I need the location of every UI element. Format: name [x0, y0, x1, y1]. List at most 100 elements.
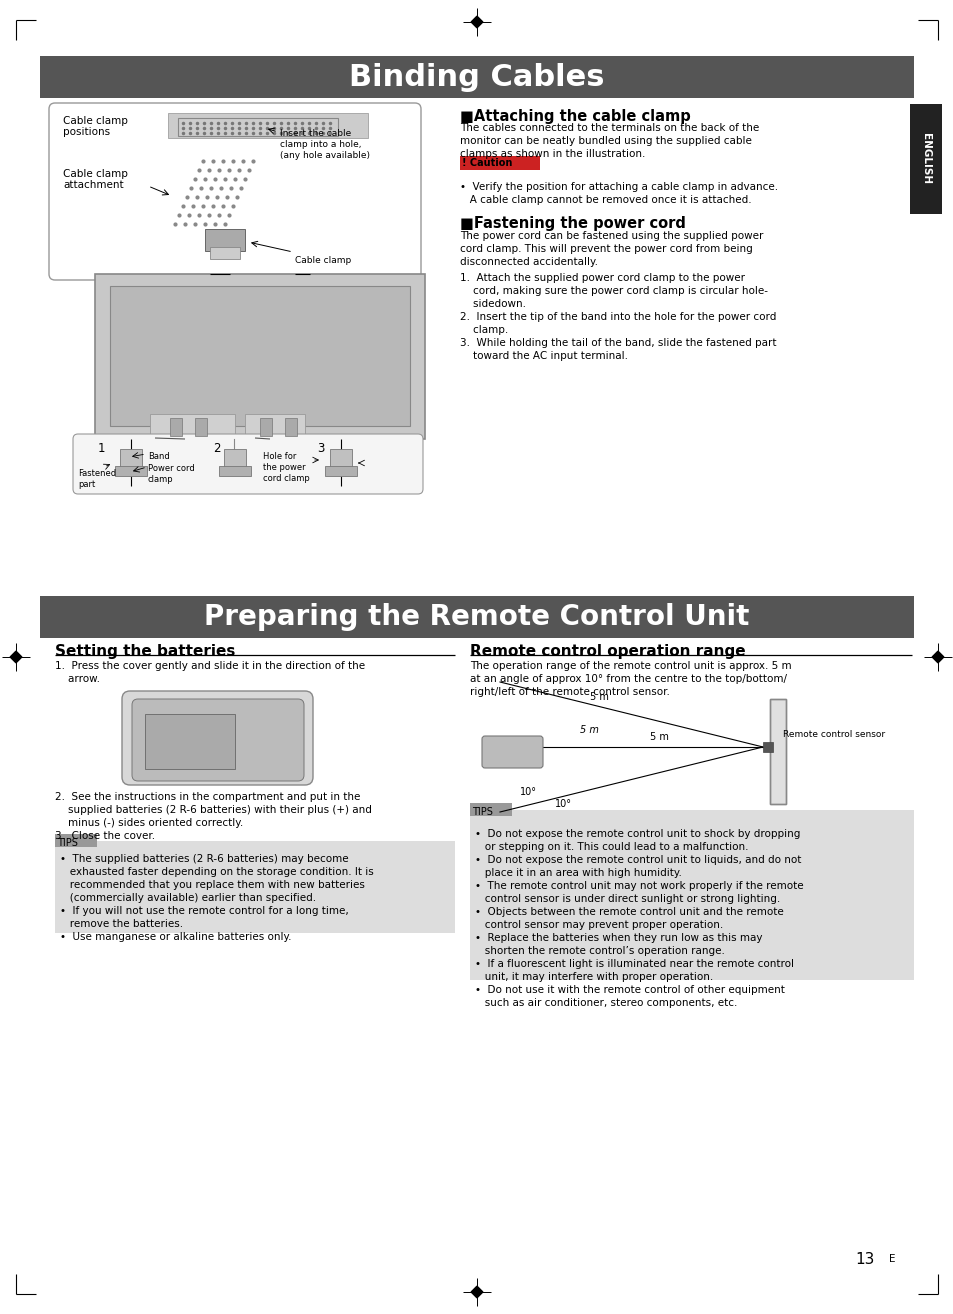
- Text: •  Objects between the remote control unit and the remote: • Objects between the remote control uni…: [475, 907, 783, 917]
- Text: 1.  Attach the supplied power cord clamp to the power: 1. Attach the supplied power cord clamp …: [459, 273, 744, 283]
- Polygon shape: [471, 1286, 482, 1298]
- Text: Insert the cable: Insert the cable: [280, 129, 351, 138]
- Text: cord, making sure the power cord clamp is circular hole-: cord, making sure the power cord clamp i…: [459, 286, 767, 296]
- Bar: [40, 57, 913, 99]
- Polygon shape: [931, 652, 943, 662]
- Text: 3.  Close the cover.: 3. Close the cover.: [55, 830, 155, 841]
- Bar: [325, 466, 356, 476]
- Text: 2: 2: [213, 442, 220, 455]
- Text: clamp into a hole,: clamp into a hole,: [280, 141, 361, 148]
- Text: Preparing the Remote Control Unit: Preparing the Remote Control Unit: [204, 603, 749, 631]
- Text: unit, it may interfere with proper operation.: unit, it may interfere with proper opera…: [475, 972, 713, 982]
- Text: •  The remote control unit may not work properly if the remote: • The remote control unit may not work p…: [475, 880, 802, 891]
- Text: 3.  While holding the tail of the band, slide the fastened part: 3. While holding the tail of the band, s…: [459, 338, 776, 348]
- Text: 10°: 10°: [555, 799, 572, 809]
- Bar: [769, 699, 785, 804]
- Text: the power: the power: [263, 463, 305, 472]
- Text: 2.  Insert the tip of the band into the hole for the power cord: 2. Insert the tip of the band into the h…: [459, 311, 776, 322]
- Text: Remote control sensor: Remote control sensor: [782, 731, 884, 738]
- Text: 5 m: 5 m: [589, 692, 608, 702]
- Text: 10°: 10°: [519, 787, 537, 798]
- Text: minus (-) sides oriented correctly.: minus (-) sides oriented correctly.: [55, 819, 243, 828]
- Text: TIPS: TIPS: [472, 807, 493, 817]
- Text: Hole for: Hole for: [263, 452, 296, 461]
- Text: clamp.: clamp.: [459, 325, 508, 335]
- Bar: [168, 113, 368, 138]
- Text: cord clamp. This will prevent the power cord from being: cord clamp. This will prevent the power …: [459, 244, 752, 254]
- Text: •  Use manganese or alkaline batteries only.: • Use manganese or alkaline batteries on…: [60, 932, 292, 942]
- Bar: [470, 809, 913, 980]
- Text: place it in an area with high humidity.: place it in an area with high humidity.: [475, 869, 681, 878]
- Text: toward the AC input terminal.: toward the AC input terminal.: [459, 351, 627, 361]
- Text: control sensor is under direct sunlight or strong lighting.: control sensor is under direct sunlight …: [475, 894, 780, 904]
- Bar: [762, 742, 772, 752]
- Text: •  Do not expose the remote control unit to shock by dropping: • Do not expose the remote control unit …: [475, 829, 800, 840]
- Bar: [219, 466, 251, 476]
- Text: supplied batteries (2 R-6 batteries) with their plus (+) and: supplied batteries (2 R-6 batteries) wit…: [55, 805, 372, 815]
- Text: •  If a fluorescent light is illuminated near the remote control: • If a fluorescent light is illuminated …: [475, 959, 793, 968]
- Text: Cable clamp: Cable clamp: [63, 170, 128, 179]
- Bar: [459, 156, 539, 170]
- Text: attachment: attachment: [63, 180, 124, 191]
- Text: •  The supplied batteries (2 R-6 batteries) may become: • The supplied batteries (2 R-6 batterie…: [60, 854, 348, 865]
- Text: •  Verify the position for attaching a cable clamp in advance.: • Verify the position for attaching a ca…: [459, 183, 778, 192]
- Text: •  Do not use it with the remote control of other equipment: • Do not use it with the remote control …: [475, 986, 784, 995]
- Text: A cable clamp cannot be removed once it is attached.: A cable clamp cannot be removed once it …: [459, 194, 751, 205]
- FancyBboxPatch shape: [49, 102, 420, 280]
- Polygon shape: [471, 16, 482, 28]
- Text: 1.  Press the cover gently and slide it in the direction of the: 1. Press the cover gently and slide it i…: [55, 661, 365, 671]
- Text: Cable clamp: Cable clamp: [63, 116, 128, 126]
- Text: Band: Band: [148, 452, 170, 461]
- Text: (any hole available): (any hole available): [280, 151, 370, 160]
- Text: Remote control operation range: Remote control operation range: [470, 644, 745, 660]
- Text: 13: 13: [854, 1251, 874, 1267]
- Text: control sensor may prevent proper operation.: control sensor may prevent proper operat…: [475, 920, 722, 930]
- Text: •  Do not expose the remote control unit to liquids, and do not: • Do not expose the remote control unit …: [475, 855, 801, 865]
- Bar: [178, 118, 337, 137]
- Bar: [55, 834, 97, 848]
- Text: or stepping on it. This could lead to a malfunction.: or stepping on it. This could lead to a …: [475, 842, 748, 851]
- Text: recommended that you replace them with new batteries: recommended that you replace them with n…: [60, 880, 364, 890]
- Text: 3: 3: [316, 442, 324, 455]
- FancyBboxPatch shape: [132, 699, 304, 781]
- Text: such as air conditioner, stereo components, etc.: such as air conditioner, stereo componen…: [475, 999, 737, 1008]
- Text: •  If you will not use the remote control for a long time,: • If you will not use the remote control…: [60, 905, 349, 916]
- FancyBboxPatch shape: [481, 736, 542, 767]
- Bar: [909, 104, 941, 214]
- Text: right/left of the remote control sensor.: right/left of the remote control sensor.: [470, 687, 669, 696]
- Text: Setting the batteries: Setting the batteries: [55, 644, 235, 660]
- FancyBboxPatch shape: [73, 434, 422, 494]
- Text: Cable clamp: Cable clamp: [294, 256, 351, 265]
- Bar: [145, 714, 234, 769]
- Bar: [115, 466, 147, 476]
- Bar: [285, 418, 296, 436]
- Bar: [95, 275, 424, 439]
- Text: 2.  See the instructions in the compartment and put in the: 2. See the instructions in the compartme…: [55, 792, 360, 802]
- Bar: [330, 449, 352, 469]
- Text: arrow.: arrow.: [55, 674, 100, 685]
- Text: ENGLISH: ENGLISH: [920, 134, 930, 184]
- Text: clamps as shown in the illustration.: clamps as shown in the illustration.: [459, 148, 644, 159]
- Text: clamp: clamp: [148, 474, 173, 484]
- Text: sidedown.: sidedown.: [459, 300, 525, 309]
- Bar: [470, 803, 512, 816]
- Text: TIPS: TIPS: [57, 838, 78, 848]
- Text: The cables connected to the terminals on the back of the: The cables connected to the terminals on…: [459, 124, 759, 133]
- Bar: [205, 229, 245, 251]
- Text: 5 m: 5 m: [649, 732, 668, 742]
- Bar: [260, 418, 272, 436]
- Text: exhausted faster depending on the storage condition. It is: exhausted faster depending on the storag…: [60, 867, 374, 876]
- Text: ■Fastening the power cord: ■Fastening the power cord: [459, 215, 685, 231]
- Text: E: E: [888, 1254, 894, 1264]
- Bar: [224, 449, 246, 469]
- Text: Fastened: Fastened: [78, 469, 116, 478]
- FancyBboxPatch shape: [122, 691, 313, 784]
- Bar: [55, 841, 455, 933]
- Text: remove the batteries.: remove the batteries.: [60, 918, 183, 929]
- Text: •  Replace the batteries when they run low as this may: • Replace the batteries when they run lo…: [475, 933, 761, 943]
- Text: Binding Cables: Binding Cables: [349, 63, 604, 92]
- Text: 1: 1: [98, 442, 106, 455]
- Bar: [194, 418, 207, 436]
- Text: at an angle of approx 10° from the centre to the top/bottom/: at an angle of approx 10° from the centr…: [470, 674, 786, 685]
- Text: monitor can be neatly bundled using the supplied cable: monitor can be neatly bundled using the …: [459, 137, 751, 146]
